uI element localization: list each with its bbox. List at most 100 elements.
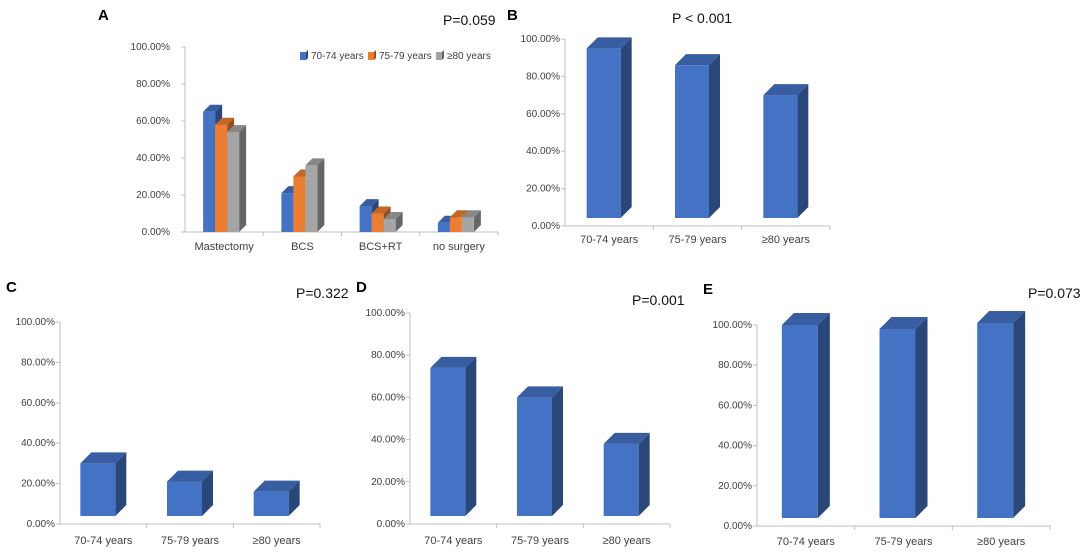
bar xyxy=(781,313,830,518)
y-tick-label: 40.00% xyxy=(718,441,752,452)
bar xyxy=(430,356,477,516)
panel-e-p-value: P=0.073 xyxy=(1028,285,1081,301)
bar-front xyxy=(203,111,216,232)
legend-label: ≥80 years xyxy=(447,51,491,62)
bar xyxy=(879,317,928,518)
bar-front xyxy=(763,95,798,218)
legend-swatch-side xyxy=(442,50,444,60)
panel-c-p-value: P=0.322 xyxy=(296,285,349,301)
x-tick-label: 70-74 years xyxy=(74,535,133,547)
bar-top xyxy=(781,313,830,325)
x-tick-label: 70-74 years xyxy=(777,536,836,548)
bar-side xyxy=(552,386,563,516)
bar-top xyxy=(215,117,235,125)
bar-top xyxy=(383,212,403,220)
y-tick-label: 60.00% xyxy=(136,116,170,127)
y-tick-label: 20.00% xyxy=(526,184,560,195)
bar-front xyxy=(430,367,466,516)
legend-swatch-side xyxy=(374,50,376,60)
bar-top xyxy=(675,54,720,66)
bar-top xyxy=(227,125,247,133)
y-tick-label: 40.00% xyxy=(136,153,170,164)
bar-top xyxy=(167,470,213,482)
y-tick-label: 100.00% xyxy=(16,317,56,328)
bar-front xyxy=(80,463,116,516)
y-tick-label: 0.00% xyxy=(142,227,170,238)
bar xyxy=(586,37,632,218)
y-tick-label: 0.00% xyxy=(724,521,752,532)
panel-a-letter: A xyxy=(98,7,109,24)
x-tick-label: ≥80 years xyxy=(977,536,1026,548)
x-tick-label: ≥80 years xyxy=(253,535,302,547)
bar xyxy=(227,125,247,232)
y-tick-label: 100.00% xyxy=(366,308,406,319)
bar xyxy=(80,452,127,516)
y-tick-label: 60.00% xyxy=(371,392,405,403)
bar-side xyxy=(202,470,213,516)
bar-side xyxy=(288,480,300,516)
bar-top xyxy=(359,199,379,207)
y-tick-label: 40.00% xyxy=(526,146,560,157)
bar-front xyxy=(305,165,318,232)
bar-side xyxy=(317,158,325,232)
bar-top xyxy=(977,310,1026,323)
x-tick-label: 75-79 years xyxy=(511,535,570,547)
bar-top xyxy=(603,432,650,444)
legend-swatch xyxy=(368,52,374,60)
bar-side xyxy=(465,356,477,516)
bar-top xyxy=(449,210,469,218)
x-tick-label: ≥80 years xyxy=(762,234,811,246)
y-tick-label: 60.00% xyxy=(526,109,560,120)
bar-side xyxy=(797,84,809,218)
bar xyxy=(763,84,809,218)
x-tick-label: 75-79 years xyxy=(161,535,220,547)
panel-a-p-value: P=0.059 xyxy=(443,12,496,28)
y-tick-label: 20.00% xyxy=(371,477,405,488)
bar-side xyxy=(1013,310,1026,518)
bar xyxy=(253,480,300,516)
bar-front xyxy=(227,132,240,232)
bar xyxy=(603,432,650,516)
x-tick-label: ≥80 years xyxy=(603,535,652,547)
x-tick-label: BCS+RT xyxy=(359,241,403,253)
y-tick-label: 80.00% xyxy=(371,350,405,361)
x-tick-label: 75-79 years xyxy=(668,234,727,246)
bar xyxy=(383,212,403,232)
y-tick-label: 0.00% xyxy=(27,519,55,530)
legend-swatch xyxy=(436,52,442,60)
bar xyxy=(675,54,720,219)
bar-side xyxy=(115,452,127,516)
bar-top xyxy=(203,104,223,112)
panel-d: D P=0.001 0.00% 20.00% 40.00% 60.00% 80.00% 1… xyxy=(356,279,685,547)
bar xyxy=(167,470,213,516)
y-tick-label: 80.00% xyxy=(136,79,170,90)
bar-front xyxy=(517,397,552,516)
bar-front xyxy=(167,481,202,516)
bar-side xyxy=(817,313,830,518)
legend-swatch-side xyxy=(306,50,308,60)
y-tick-label: 80.00% xyxy=(526,71,560,82)
bar-top xyxy=(430,356,477,368)
bar-front xyxy=(603,443,639,516)
y-tick-label: 100.00% xyxy=(713,320,753,331)
bar-top xyxy=(461,210,481,218)
bar xyxy=(461,210,481,232)
bar-front xyxy=(371,213,384,232)
y-tick-label: 40.00% xyxy=(371,435,405,446)
panel-d-letter: D xyxy=(356,279,367,296)
bar xyxy=(305,158,325,232)
y-tick-label: 80.00% xyxy=(718,360,752,371)
bar-front xyxy=(586,48,621,218)
panel-c: C P=0.322 0.00% 20.00% 40.00% 60.00% 80.00% 1… xyxy=(6,279,349,547)
bar-front xyxy=(879,329,916,518)
bar xyxy=(977,310,1026,518)
bar-top xyxy=(80,452,127,464)
x-tick-label: no surgery xyxy=(433,241,485,253)
bar-top xyxy=(305,158,325,166)
y-tick-label: 60.00% xyxy=(718,400,752,411)
x-tick-label: Mastectomy xyxy=(194,241,254,253)
bar-front xyxy=(281,193,294,232)
bar-front xyxy=(675,65,709,219)
legend-swatch xyxy=(300,52,306,60)
